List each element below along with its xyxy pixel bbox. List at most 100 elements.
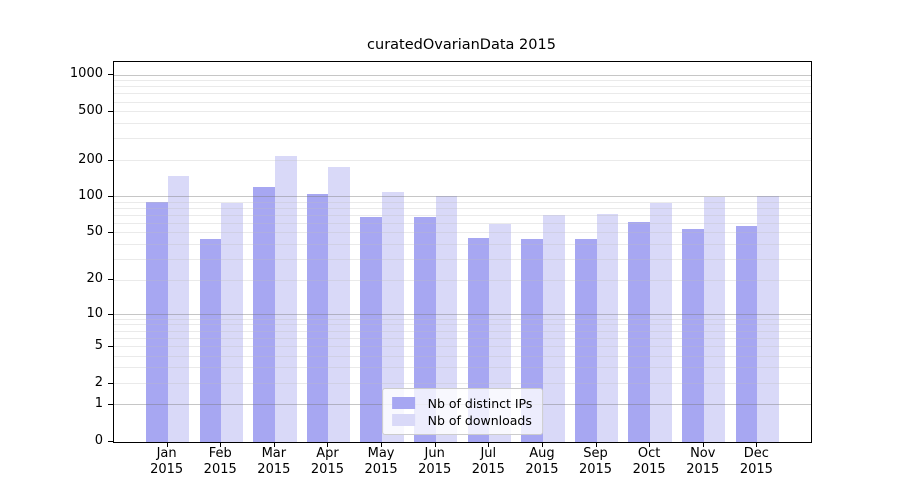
gridline-minor-900 [114,80,811,82]
y-tick-label-10: 10 [86,305,103,321]
bar-feb-ips [199,238,222,442]
y-tick-label-1: 1 [94,396,103,412]
bar-sep-downloads [596,214,619,442]
x-tick-label-nov: Nov 2015 [686,446,720,477]
gridline-minor-4 [114,355,811,357]
chart-title: curatedOvarianData 2015 [367,37,556,53]
x-tick-mark-oct [649,442,651,447]
gridline-minor-800 [114,86,811,88]
y-tick-label-2: 2 [94,374,103,390]
x-tick-label-aug: Aug 2015 [525,446,559,477]
y-tick-label-100: 100 [78,188,103,204]
gridline-minor-40 [114,244,811,245]
x-tick-label-dec: Dec 2015 [739,446,773,477]
gridline-major-100 [114,196,811,198]
y-tick-label-1000: 1000 [69,66,103,82]
gridline-major-1000 [114,74,811,76]
x-tick-label-apr: Apr 2015 [310,446,344,477]
gridline-minor-8 [114,324,811,326]
bar-jan-ips [145,201,168,442]
y-tick-label-50: 50 [86,224,103,240]
x-tick-label-may: May 2015 [364,446,398,477]
gridline-minor-300 [114,138,811,140]
bar-feb-downloads [221,202,243,442]
plot-area: Nb of distinct IPs Nb of downloads [113,61,812,443]
x-tick-mark-nov [702,442,704,447]
x-tick-mark-may [381,442,383,447]
bar-apr-downloads [328,167,351,442]
x-tick-mark-dec [756,442,758,447]
gridline-minor-200 [114,159,811,161]
legend-label-distinct-ips: Nb of distinct IPs [427,395,533,411]
x-tick-mark-sep [595,442,597,447]
bar-sep-ips [574,238,597,442]
y-tick-label-200: 200 [78,151,103,167]
bar-mar-ips [253,186,275,442]
gridline-minor-5 [114,345,811,347]
gridline-minor-70 [114,214,811,216]
legend: Nb of distinct IPs Nb of downloads [381,388,544,435]
bar-jan-downloads [167,175,190,442]
bar-nov-ips [682,229,704,442]
y-tick-mark-500 [108,111,113,113]
legend-row-distinct-ips: Nb of distinct IPs [391,395,533,411]
legend-label-downloads: Nb of downloads [427,412,532,428]
x-tick-mark-feb [220,442,222,447]
x-tick-mark-jun [434,442,436,447]
bar-may-downloads [382,191,404,442]
y-tick-mark-5 [108,345,113,347]
bar-may-ips [360,217,383,442]
x-tick-mark-jan [166,442,168,447]
legend-swatch-downloads [391,414,415,426]
x-tick-mark-aug [541,442,543,447]
y-tick-label-500: 500 [78,103,103,119]
bar-jun-ips [413,216,436,442]
gridline-minor-700 [114,93,811,95]
x-tick-mark-mar [273,442,275,447]
gridline-minor-400 [114,123,811,125]
gridline-minor-600 [114,101,811,103]
x-tick-label-jun: Jun 2015 [418,446,452,477]
bar-aug-downloads [542,215,565,442]
y-tick-mark-20 [108,279,113,281]
gridline-major-10 [114,313,811,315]
y-tick-mark-1 [108,404,113,406]
bar-mar-downloads [274,155,297,442]
gridline-minor-3 [114,367,811,369]
x-tick-label-jan: Jan 2015 [150,446,184,477]
x-tick-label-oct: Oct 2015 [632,446,666,477]
gridline-minor-80 [114,207,811,209]
y-tick-mark-50 [108,232,113,234]
y-tick-mark-1000 [108,74,113,76]
x-tick-label-sep: Sep 2015 [578,446,613,477]
gridline-minor-7 [114,330,811,332]
y-tick-label-0: 0 [94,433,103,448]
bar-oct-ips [628,222,651,442]
grid-layer [114,62,811,442]
bar-dec-ips [735,225,758,442]
x-tick-mark-apr [327,442,329,447]
bar-dec-downloads [757,195,780,442]
y-tick-mark-0 [108,441,113,442]
y-tick-label-20: 20 [86,271,103,287]
bar-jun-downloads [435,195,458,442]
gridline-minor-2 [114,382,811,384]
bar-jul-downloads [489,223,511,442]
x-tick-mark-jul [488,442,490,447]
x-tick-label-mar: Mar 2015 [257,446,291,477]
gridline-minor-20 [114,279,811,281]
bar-oct-downloads [650,202,672,442]
legend-swatch-distinct-ips [391,397,415,409]
gridline-minor-90 [114,201,811,203]
bar-nov-downloads [703,196,726,442]
legend-row-downloads: Nb of downloads [391,412,533,428]
y-tick-mark-10 [108,313,113,315]
bar-apr-ips [306,193,329,442]
y-tick-mark-200 [108,159,113,161]
gridline-minor-50 [114,232,811,234]
gridline-minor-6 [114,337,811,339]
x-tick-label-feb: Feb 2015 [203,446,237,477]
y-tick-mark-2 [108,382,113,384]
y-tick-label-5: 5 [94,337,103,353]
